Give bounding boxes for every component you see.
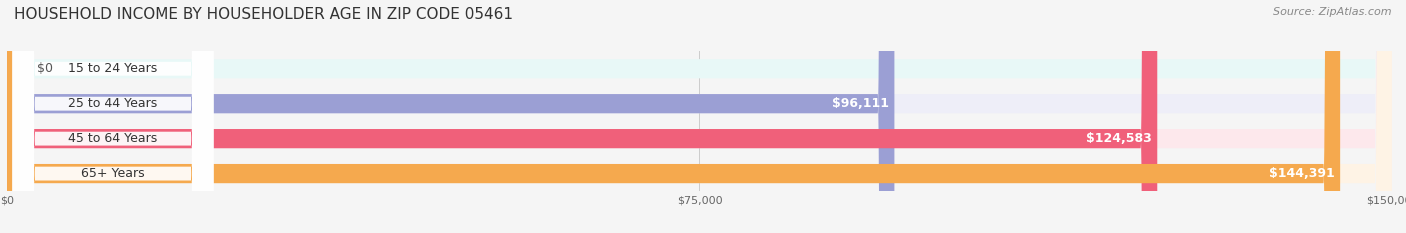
Text: 25 to 44 Years: 25 to 44 Years — [69, 97, 157, 110]
Text: Source: ZipAtlas.com: Source: ZipAtlas.com — [1274, 7, 1392, 17]
FancyBboxPatch shape — [7, 0, 1392, 233]
FancyBboxPatch shape — [7, 0, 1392, 233]
FancyBboxPatch shape — [7, 0, 894, 233]
Text: 15 to 24 Years: 15 to 24 Years — [69, 62, 157, 75]
FancyBboxPatch shape — [7, 0, 1392, 233]
Text: $96,111: $96,111 — [832, 97, 889, 110]
Text: 65+ Years: 65+ Years — [82, 167, 145, 180]
FancyBboxPatch shape — [7, 0, 1340, 233]
Text: 45 to 64 Years: 45 to 64 Years — [69, 132, 157, 145]
Text: $124,583: $124,583 — [1085, 132, 1152, 145]
Text: $144,391: $144,391 — [1268, 167, 1334, 180]
FancyBboxPatch shape — [13, 0, 214, 233]
Text: HOUSEHOLD INCOME BY HOUSEHOLDER AGE IN ZIP CODE 05461: HOUSEHOLD INCOME BY HOUSEHOLDER AGE IN Z… — [14, 7, 513, 22]
FancyBboxPatch shape — [13, 0, 214, 233]
FancyBboxPatch shape — [13, 0, 214, 233]
Text: $0: $0 — [38, 62, 53, 75]
FancyBboxPatch shape — [7, 0, 1392, 233]
FancyBboxPatch shape — [7, 0, 1157, 233]
FancyBboxPatch shape — [13, 0, 214, 233]
